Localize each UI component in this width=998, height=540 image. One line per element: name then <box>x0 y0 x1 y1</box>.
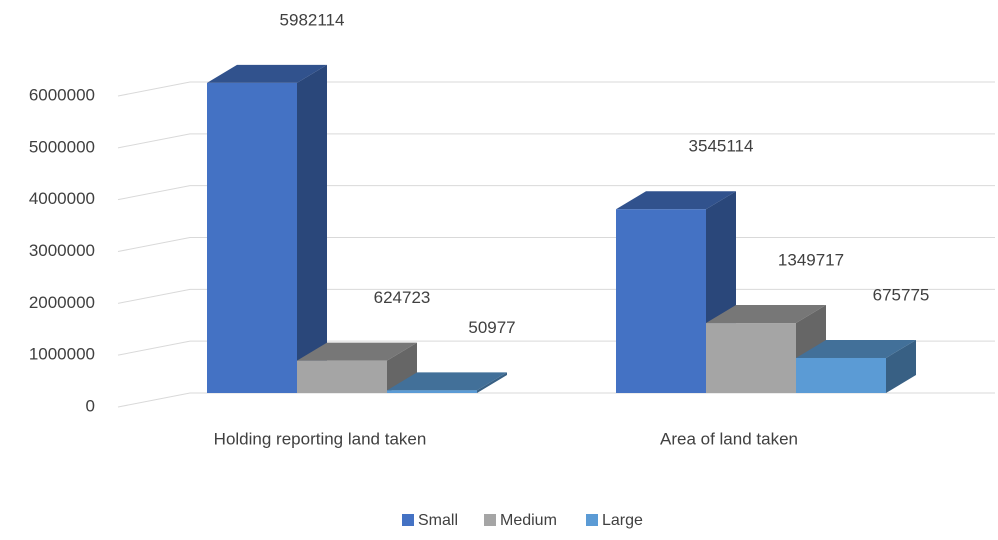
x-tick-label: Holding reporting land taken <box>214 429 427 448</box>
bar-top <box>616 191 736 210</box>
bar-top <box>387 372 507 391</box>
bar-front <box>297 360 387 393</box>
bar-side <box>886 339 916 393</box>
bar <box>297 342 417 393</box>
y-tick-label: 4000000 <box>29 189 95 208</box>
legend-swatch <box>484 514 496 526</box>
bar <box>796 339 916 393</box>
bar-front <box>207 82 297 393</box>
y-tick-label: 2000000 <box>29 293 95 312</box>
bar-top <box>706 305 826 324</box>
bar-side <box>387 342 417 393</box>
bar-top <box>207 64 327 83</box>
y-tick-label: 0 <box>86 396 95 415</box>
bar-side <box>477 372 507 393</box>
data-label: 624723 <box>374 288 431 307</box>
bar-front <box>796 357 886 393</box>
legend-label: Large <box>602 512 643 529</box>
legend-label: Small <box>418 512 458 529</box>
data-label: 50977 <box>468 318 515 337</box>
grid-line <box>117 185 995 201</box>
y-tick-label: 5000000 <box>29 137 95 156</box>
y-tick-label: 3000000 <box>29 241 95 260</box>
bar <box>387 372 507 393</box>
legend-swatch <box>586 514 598 526</box>
bar <box>207 64 327 393</box>
data-label: 3545114 <box>689 137 754 156</box>
bar-front <box>387 390 477 393</box>
legend-swatch <box>402 514 414 526</box>
data-label: 5982114 <box>280 10 345 29</box>
data-label: 1349717 <box>778 251 844 270</box>
data-label: 675775 <box>873 285 930 304</box>
bar-front <box>616 209 706 393</box>
legend-label: Medium <box>500 512 557 529</box>
bar-top <box>796 339 916 358</box>
grid-line <box>117 392 995 408</box>
y-tick-label: 1000000 <box>29 345 95 364</box>
y-tick-label: 6000000 <box>29 85 95 104</box>
bar-front <box>706 323 796 393</box>
grid-line <box>117 81 995 97</box>
bar-side <box>297 64 327 393</box>
x-tick-label: Area of land taken <box>660 429 798 448</box>
grid-line <box>117 133 995 149</box>
bar-top <box>297 342 417 361</box>
